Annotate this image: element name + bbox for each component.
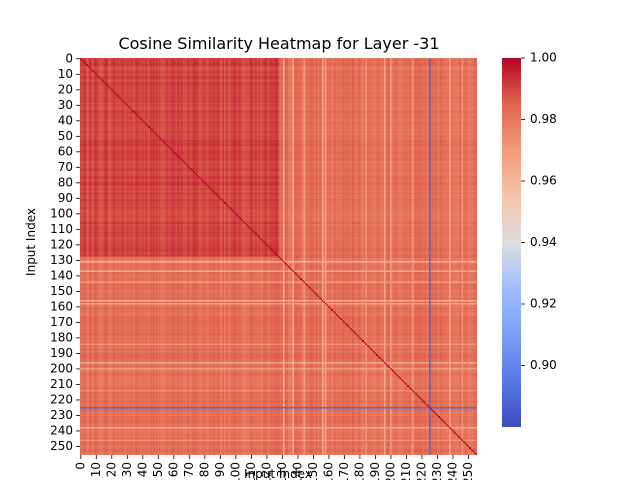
y-tick-label: 240: [50, 423, 73, 437]
y-tick-label: 150: [50, 284, 73, 298]
colorbar-ticks: 0.90 0.92 0.94 0.96 0.98 1.00: [521, 51, 557, 372]
y-tick-label: 200: [50, 361, 73, 375]
x-axis-label: Input Index: [244, 467, 312, 480]
x-tick-label: 210: [399, 462, 413, 480]
y-tick-label: 10: [58, 67, 73, 81]
heatmap-image: [80, 58, 477, 455]
x-tick-label: 100: [228, 462, 242, 480]
y-tick-label: 40: [58, 113, 73, 127]
heatmap-cells: [80, 58, 477, 455]
x-tick-label: 130: [275, 462, 289, 480]
x-tick-label: 190: [368, 462, 382, 480]
x-tick-label: 250: [461, 462, 475, 480]
x-tick-label: 220: [414, 462, 428, 480]
y-tick-label: 0: [65, 51, 73, 65]
x-tick-label: 110: [244, 462, 258, 480]
colorbar-tick-label: 0.90: [530, 358, 557, 372]
y-tick-label: 190: [50, 346, 73, 360]
y-tick-label: 130: [50, 253, 73, 267]
x-tick-label: 50: [151, 462, 165, 477]
x-tick-label: 160: [321, 462, 335, 480]
y-tick-label: 170: [50, 315, 73, 329]
colorbar-tick-label: 0.98: [530, 112, 557, 126]
colorbar-tick-label: 0.96: [530, 174, 557, 188]
x-tick-label: 70: [182, 462, 196, 477]
y-tick-label: 100: [50, 206, 73, 220]
x-tick-label: 10: [89, 462, 103, 477]
y-tick-label: 140: [50, 268, 73, 282]
colorbar: [502, 58, 521, 427]
chart-title: Cosine Similarity Heatmap for Layer -31: [118, 34, 439, 53]
y-tick-label: 80: [58, 175, 73, 189]
colorbar-tick-label: 1.00: [530, 51, 557, 65]
y-tick-label: 120: [50, 237, 73, 251]
y-tick-label: 30: [58, 98, 73, 112]
x-tick-label: 180: [352, 462, 366, 480]
x-tick-label: 80: [197, 462, 211, 477]
colorbar-tick-label: 0.94: [530, 235, 557, 249]
y-tick-label: 60: [58, 144, 73, 158]
y-tick-label: 210: [50, 377, 73, 391]
y-tick-label: 70: [58, 160, 73, 174]
x-tick-label: 240: [445, 462, 459, 480]
x-tick-label: 120: [259, 462, 273, 480]
x-tick-label: 30: [120, 462, 134, 477]
x-tick-label: 20: [104, 462, 118, 477]
colorbar-tick-label: 0.92: [530, 297, 557, 311]
x-tick-label: 140: [290, 462, 304, 480]
y-tick-label: 160: [50, 299, 73, 313]
x-tick-label: 40: [135, 462, 149, 477]
x-tick-label: 230: [430, 462, 444, 480]
y-tick-label: 90: [58, 191, 73, 205]
x-tick-label: 170: [337, 462, 351, 480]
x-tick-label: 90: [213, 462, 227, 477]
y-tick-label: 110: [50, 222, 73, 236]
x-tick-label: 150: [306, 462, 320, 480]
y-tick-label: 250: [50, 439, 73, 453]
y-tick-label: 50: [58, 129, 73, 143]
y-tick-label: 230: [50, 408, 73, 422]
y-tick-label: 20: [58, 82, 73, 96]
y-axis-label: Input Index: [24, 208, 38, 276]
x-tick-label: 60: [166, 462, 180, 477]
x-tick-label: 200: [383, 462, 397, 480]
x-tick-label: 0: [73, 462, 87, 470]
y-tick-label: 180: [50, 330, 73, 344]
y-tick-label: 220: [50, 392, 73, 406]
x-axis-ticks: 0 10 20 30 40 50 60 70 80 90 100 110 120 130 140 150 160…: [73, 455, 475, 480]
